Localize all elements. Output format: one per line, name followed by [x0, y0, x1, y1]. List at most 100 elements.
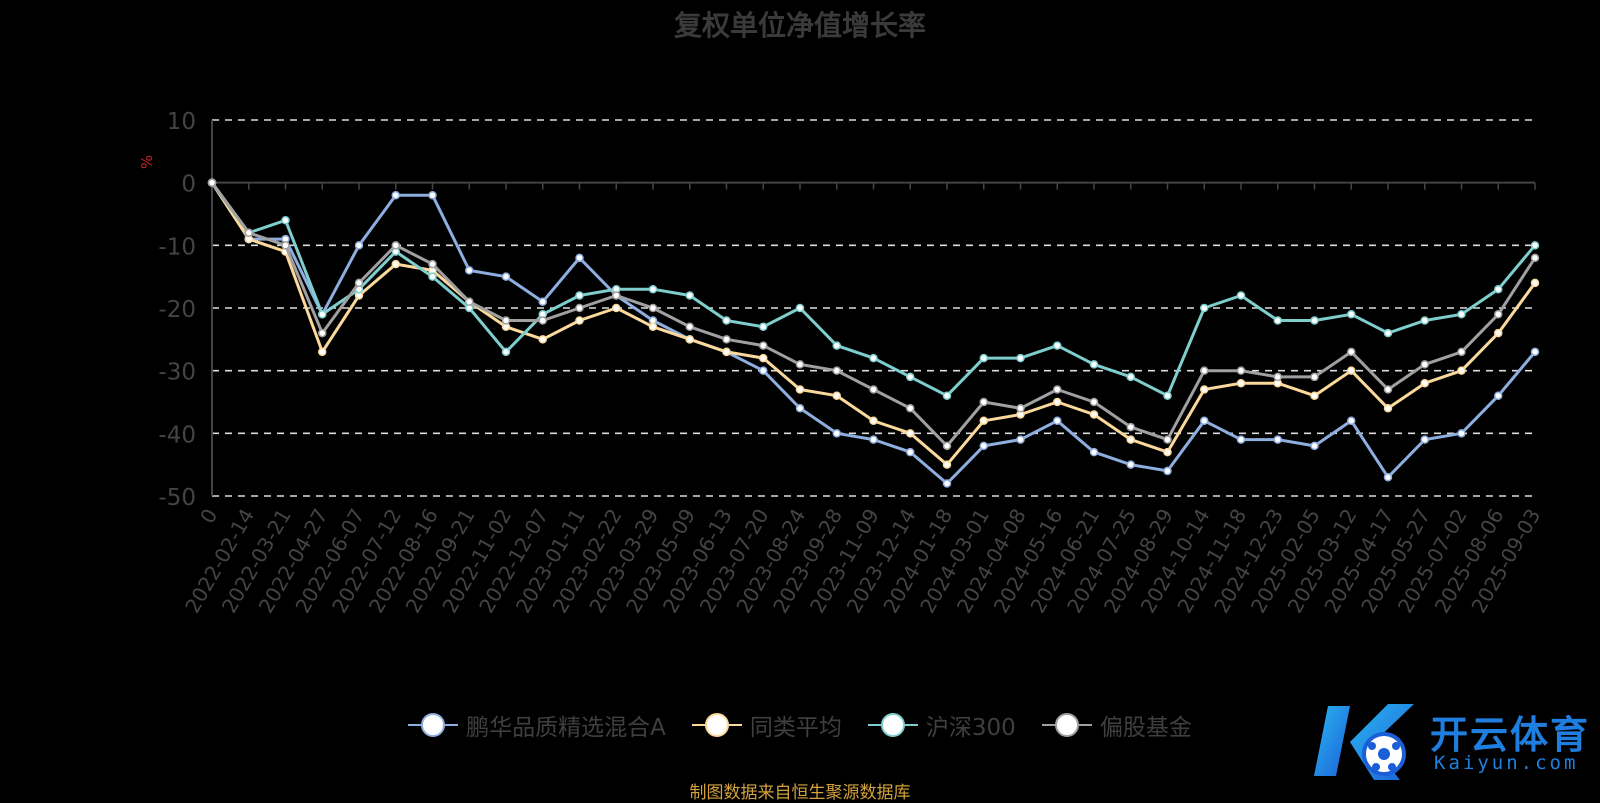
data-point [1016, 353, 1025, 363]
data-point [685, 335, 694, 344]
data-point [538, 335, 547, 344]
line-chart: 100-10-20-30-40-50%02022-02-142022-03-21… [138, 109, 1545, 617]
data-point [1457, 347, 1466, 357]
data-point [1310, 316, 1319, 325]
y-tick-label: -40 [158, 422, 196, 448]
data-point [1457, 366, 1466, 375]
data-point [1530, 241, 1540, 250]
data-point [1530, 347, 1540, 357]
data-point [207, 178, 217, 187]
data-point [1163, 435, 1172, 444]
series-line [210, 181, 1537, 448]
data-point [1494, 284, 1503, 294]
data-point [1383, 385, 1393, 394]
data-point [942, 460, 952, 469]
data-point [1163, 466, 1172, 476]
data-point [1126, 460, 1135, 469]
watermark-cn: 开云体育 [1430, 713, 1591, 757]
data-point [759, 322, 768, 332]
data-point [795, 404, 805, 413]
data-point [722, 335, 731, 344]
y-tick-label: 10 [167, 109, 196, 135]
data-point [575, 291, 584, 300]
data-point [722, 316, 731, 325]
data-point [759, 341, 768, 350]
y-tick-label: -20 [158, 297, 196, 323]
y-tick-label: -10 [158, 234, 196, 260]
data-point [354, 241, 364, 250]
data-point [832, 341, 841, 350]
data-point [1126, 372, 1135, 382]
y-axis-label: % [138, 155, 156, 169]
legend-label: 偏股基金 [1099, 715, 1192, 741]
data-point [538, 297, 547, 306]
data-point [979, 416, 988, 426]
data-point [1016, 404, 1025, 413]
data-point [1089, 397, 1099, 407]
data-point [1494, 328, 1503, 338]
kaiyun-logo-icon [1314, 704, 1414, 780]
legend-label: 同类平均 [749, 715, 842, 741]
data-point [1457, 310, 1466, 319]
legend-item[interactable]: 鹏华品质精选混合A [408, 708, 666, 742]
y-tick-label: -50 [158, 485, 196, 511]
data-point [428, 190, 437, 200]
data-point [759, 353, 768, 363]
data-point [869, 416, 878, 426]
data-point [1530, 278, 1540, 288]
data-point [1347, 347, 1356, 357]
data-point [1494, 391, 1503, 400]
data-point [1273, 316, 1282, 325]
data-point [648, 322, 658, 332]
data-point [1273, 435, 1282, 444]
data-point [1236, 435, 1246, 444]
data-point [1200, 416, 1209, 426]
data-point [391, 241, 400, 250]
y-tick-label: 0 [181, 172, 196, 198]
series-line [210, 181, 1537, 398]
data-point [979, 397, 988, 407]
data-point [501, 347, 511, 357]
data-point [906, 429, 915, 438]
data-point [612, 291, 621, 300]
legend-marker-icon [1041, 713, 1092, 737]
data-point [1236, 291, 1246, 300]
data-point [832, 391, 841, 400]
legend-item[interactable]: 偏股基金 [1041, 708, 1192, 742]
data-point [354, 278, 364, 288]
data-point [648, 284, 658, 294]
data-point [501, 272, 511, 281]
data-point [244, 228, 253, 238]
legend-item[interactable]: 沪深300 [867, 708, 1016, 742]
data-point [1420, 435, 1429, 444]
data-point [1310, 441, 1319, 451]
data-point [1053, 385, 1062, 394]
data-point [1347, 366, 1356, 375]
data-point [1236, 366, 1246, 375]
brand-logo: 开云体育 Kaiyun.com [1310, 696, 1590, 786]
data-point [869, 435, 878, 444]
data-point [648, 303, 658, 313]
data-point [979, 441, 988, 451]
data-point [1053, 416, 1062, 426]
data-point [942, 391, 952, 400]
data-point [1200, 385, 1209, 394]
data-point [906, 447, 915, 457]
data-point [1163, 391, 1172, 400]
data-point [832, 429, 841, 438]
source-note: 制图数据来自恒生聚源数据库 [689, 783, 911, 803]
data-point [391, 259, 400, 269]
data-point [465, 266, 474, 275]
data-point [1310, 372, 1319, 382]
data-point [795, 385, 805, 394]
data-point [1016, 435, 1025, 444]
data-point [1457, 429, 1466, 438]
data-point [391, 190, 400, 200]
data-point [906, 404, 915, 413]
data-point [795, 360, 805, 369]
data-point [1089, 410, 1099, 419]
data-point [612, 303, 621, 313]
legend-item[interactable]: 同类平均 [691, 708, 842, 742]
data-point [1053, 341, 1062, 350]
data-point [318, 310, 327, 319]
